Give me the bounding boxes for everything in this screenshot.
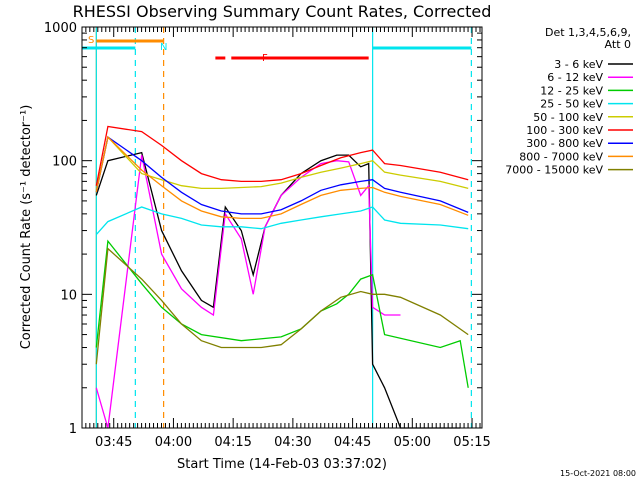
series-line-6 <box>95 136 469 215</box>
series-line-3 <box>95 206 469 236</box>
legend-header: Det 1,3,4,5,6,9, <box>545 26 631 39</box>
footer-timestamp: 15-Oct-2021 08:00 <box>560 469 636 478</box>
series-line-5 <box>95 125 469 186</box>
x-tick-label: 05:15 <box>453 435 490 450</box>
legend-label: 25 - 50 keV <box>540 98 603 111</box>
legend-label: 800 - 7000 keV <box>519 150 603 163</box>
x-tick-label: 04:00 <box>155 435 192 450</box>
legend-label: 6 - 12 keV <box>547 71 603 84</box>
x-axis-label: Start Time (14-Feb-03 03:37:02) <box>177 457 387 472</box>
data-series <box>95 125 469 429</box>
y-axis-label: Corrected Count Rate (s⁻¹ detector⁻¹) <box>19 105 34 350</box>
x-tick-label: 04:15 <box>214 435 251 450</box>
legend-label: 300 - 800 keV <box>526 137 603 150</box>
legend-label: 50 - 100 keV <box>533 111 603 124</box>
x-axis: 03:45 04:00 04:15 04:30 04:45 05:00 05:15 <box>85 27 491 450</box>
y-tick-label: 1 <box>69 422 77 437</box>
y-axis: 1 10 100 1000 <box>44 21 482 437</box>
plot-frame <box>81 26 483 429</box>
chart-title: RHESSI Observing Summary Count Rates, Co… <box>73 2 492 21</box>
annotation-flare: F <box>262 53 268 64</box>
annotation-saa: S <box>88 35 94 46</box>
x-tick-label: 05:00 <box>394 435 431 450</box>
series-line-4 <box>95 135 469 191</box>
legend-label: 3 - 6 keV <box>554 58 603 71</box>
series-line-1 <box>95 154 401 429</box>
annotation-night: N <box>160 42 167 53</box>
markers: S N F <box>82 27 472 428</box>
y-tick-label: 100 <box>52 155 77 170</box>
series-line-8 <box>95 247 469 365</box>
legend-label: 12 - 25 keV <box>540 84 603 97</box>
series-line-2 <box>95 239 469 388</box>
series-line-7 <box>95 135 469 220</box>
y-tick-label: 1000 <box>44 21 77 36</box>
y-tick-label: 10 <box>60 288 77 303</box>
x-tick-label: 04:45 <box>334 435 371 450</box>
legend-label: 7000 - 15000 keV <box>505 164 603 177</box>
legend-label: 100 - 300 keV <box>526 124 603 137</box>
x-tick-label: 04:30 <box>274 435 311 450</box>
x-tick-label: 03:45 <box>95 435 132 450</box>
legend-header: Att 0 <box>605 38 631 51</box>
